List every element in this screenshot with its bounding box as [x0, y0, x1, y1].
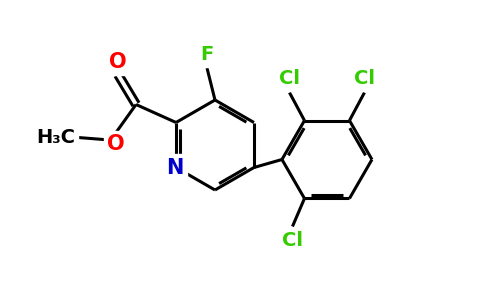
Text: Cl: Cl: [279, 69, 300, 88]
Text: N: N: [166, 158, 184, 178]
Text: H₃C: H₃C: [36, 128, 76, 147]
Text: Cl: Cl: [354, 69, 375, 88]
Text: Cl: Cl: [282, 231, 303, 250]
Text: O: O: [107, 134, 125, 154]
Text: O: O: [109, 52, 127, 71]
Text: F: F: [200, 46, 213, 64]
